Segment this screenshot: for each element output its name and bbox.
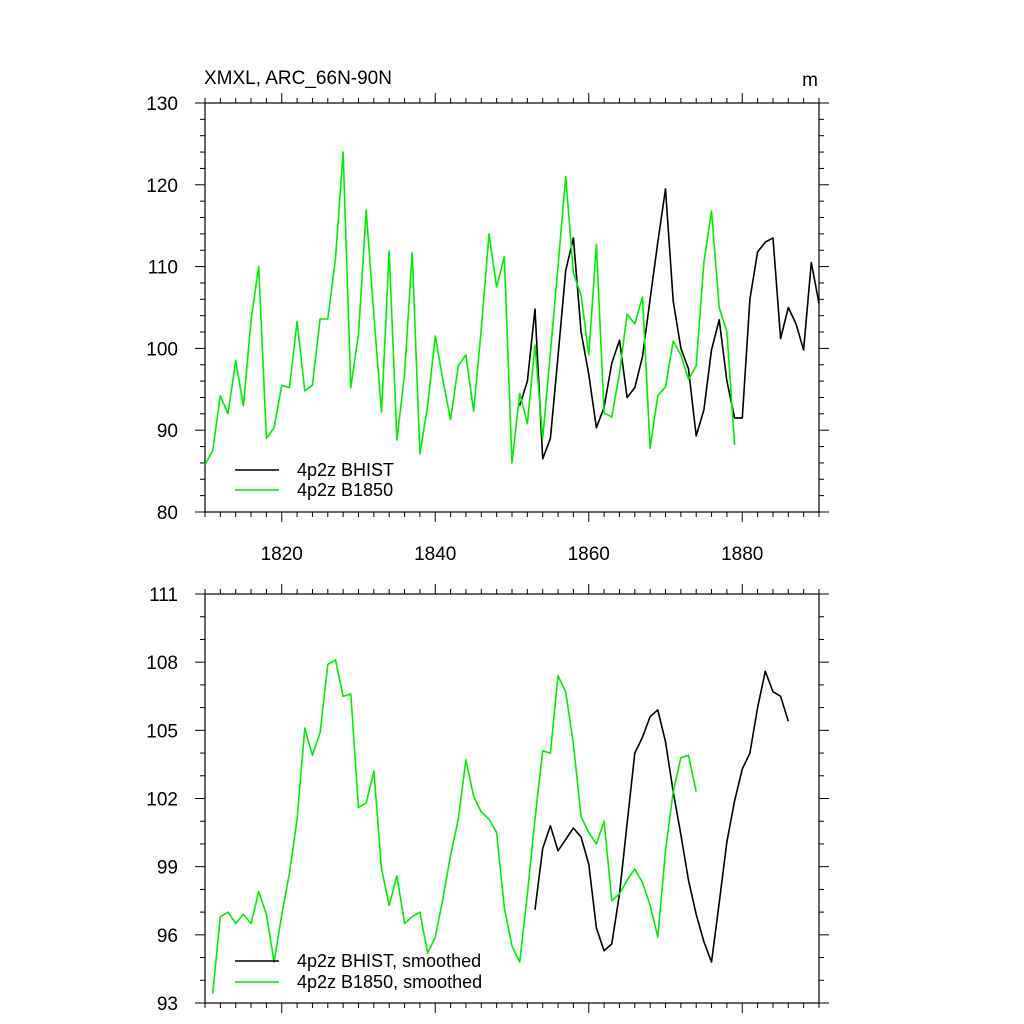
y-tick-label: 111 bbox=[149, 585, 178, 606]
series-line-4p2z-bhist bbox=[518, 188, 820, 460]
y-tick-label: 80 bbox=[157, 503, 178, 524]
y-tick-label: 110 bbox=[148, 258, 178, 279]
y-tick-label: 130 bbox=[146, 94, 178, 115]
series-line-4p2z-bhist-smoothed bbox=[534, 670, 790, 963]
y-tick-label: 108 bbox=[146, 653, 178, 674]
legend-label: 4p2z BHIST bbox=[297, 460, 394, 480]
bottom-panel: 93 96 99 102 105 108 111 4p2z BHIST, smoothed4p… bbox=[146, 584, 829, 1015]
y-tick-label: 96 bbox=[157, 926, 178, 947]
y-tick-label: 100 bbox=[146, 339, 178, 360]
chart-title: XMXL, ARC_66N-90N bbox=[204, 68, 392, 89]
plot-frame bbox=[204, 593, 820, 1004]
series-line-4p2z-b1850-smoothed bbox=[211, 659, 697, 994]
y-tick-label: 120 bbox=[146, 176, 178, 197]
y-tick-label: 90 bbox=[157, 421, 178, 442]
y-tick-label: 99 bbox=[157, 858, 178, 879]
legend-label: 4p2z B1850 bbox=[297, 480, 393, 500]
legend-label: 4p2z B1850, smoothed bbox=[297, 972, 482, 992]
units-label: m bbox=[802, 70, 818, 91]
y-tick-label: 93 bbox=[157, 994, 178, 1015]
x-tick-label: 1840 bbox=[414, 544, 456, 565]
x-tick-label: 1860 bbox=[568, 544, 610, 565]
x-tick-label: 1820 bbox=[261, 544, 303, 565]
x-tick-label: 1880 bbox=[721, 544, 763, 565]
legend-label: 4p2z BHIST, smoothed bbox=[297, 951, 481, 971]
y-tick-label: 102 bbox=[146, 790, 178, 811]
series-line-4p2z-b1850 bbox=[204, 151, 736, 465]
y-tick-label: 105 bbox=[146, 721, 178, 742]
top-panel: XMXL, ARC_66N-90N m 80 90 100 110 120 130 1820… bbox=[146, 68, 829, 565]
